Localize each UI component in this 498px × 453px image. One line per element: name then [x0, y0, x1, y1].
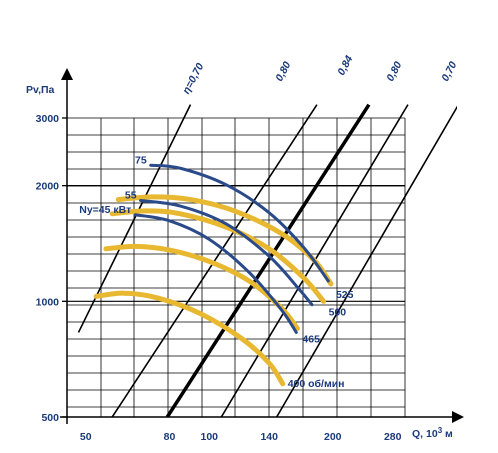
x-axis-title-part: Q, 10 [412, 428, 438, 440]
power-curve [133, 213, 298, 334]
efficiency-label: 0,70 [439, 60, 459, 84]
efficiency-line [275, 105, 457, 417]
x-tick-label: 200 [324, 431, 342, 443]
x-tick-label: 100 [201, 431, 219, 443]
y-tick-label: 2000 [36, 181, 60, 193]
speed-curve-label: 400 об/мин [288, 378, 345, 390]
x-tick-label: 140 [260, 431, 278, 443]
speed-curve-label: 525 [336, 289, 354, 301]
efficiency-label: 0,80 [273, 60, 293, 84]
efficiency-line [111, 104, 318, 417]
power-curve [149, 163, 330, 283]
power-curve-label: 55 [125, 189, 137, 201]
power-curve-label: 75 [135, 154, 147, 166]
efficiency-lines [77, 103, 457, 417]
power-curves [133, 163, 330, 334]
labels: 500 1000 2000 3000 50 80 100 140 200 280 Pv,Па Q, 1… [26, 54, 460, 443]
y-tick-label: 3000 [36, 113, 60, 125]
speed-curve [109, 208, 327, 304]
x-axis-title-sup: 3 [438, 426, 443, 435]
efficiency-label: 0,84 [335, 54, 355, 78]
x-tick-label: 80 [164, 431, 176, 443]
speed-curve-label: 465 [302, 333, 320, 345]
x-tick-label: 50 [80, 431, 92, 443]
power-curve [139, 198, 314, 307]
power-curve-label: Ny=45 кВт [79, 204, 131, 216]
y-tick-label: 500 [41, 412, 59, 424]
axes [60, 68, 464, 424]
efficiency-line [165, 103, 371, 417]
efficiency-label: η=0,70 [180, 61, 206, 96]
grid [66, 117, 406, 417]
speed-curve [93, 290, 286, 387]
y-axis-title: Pv,Па [26, 84, 55, 96]
y-tick-label: 1000 [36, 296, 60, 308]
efficiency-label: 0,80 [384, 60, 404, 84]
speed-curve-label: 500 [329, 306, 347, 318]
x-axis-title-part: м [442, 428, 453, 440]
x-axis-title: Q, 103 м [412, 426, 453, 440]
x-tick-label: 280 [384, 431, 402, 443]
